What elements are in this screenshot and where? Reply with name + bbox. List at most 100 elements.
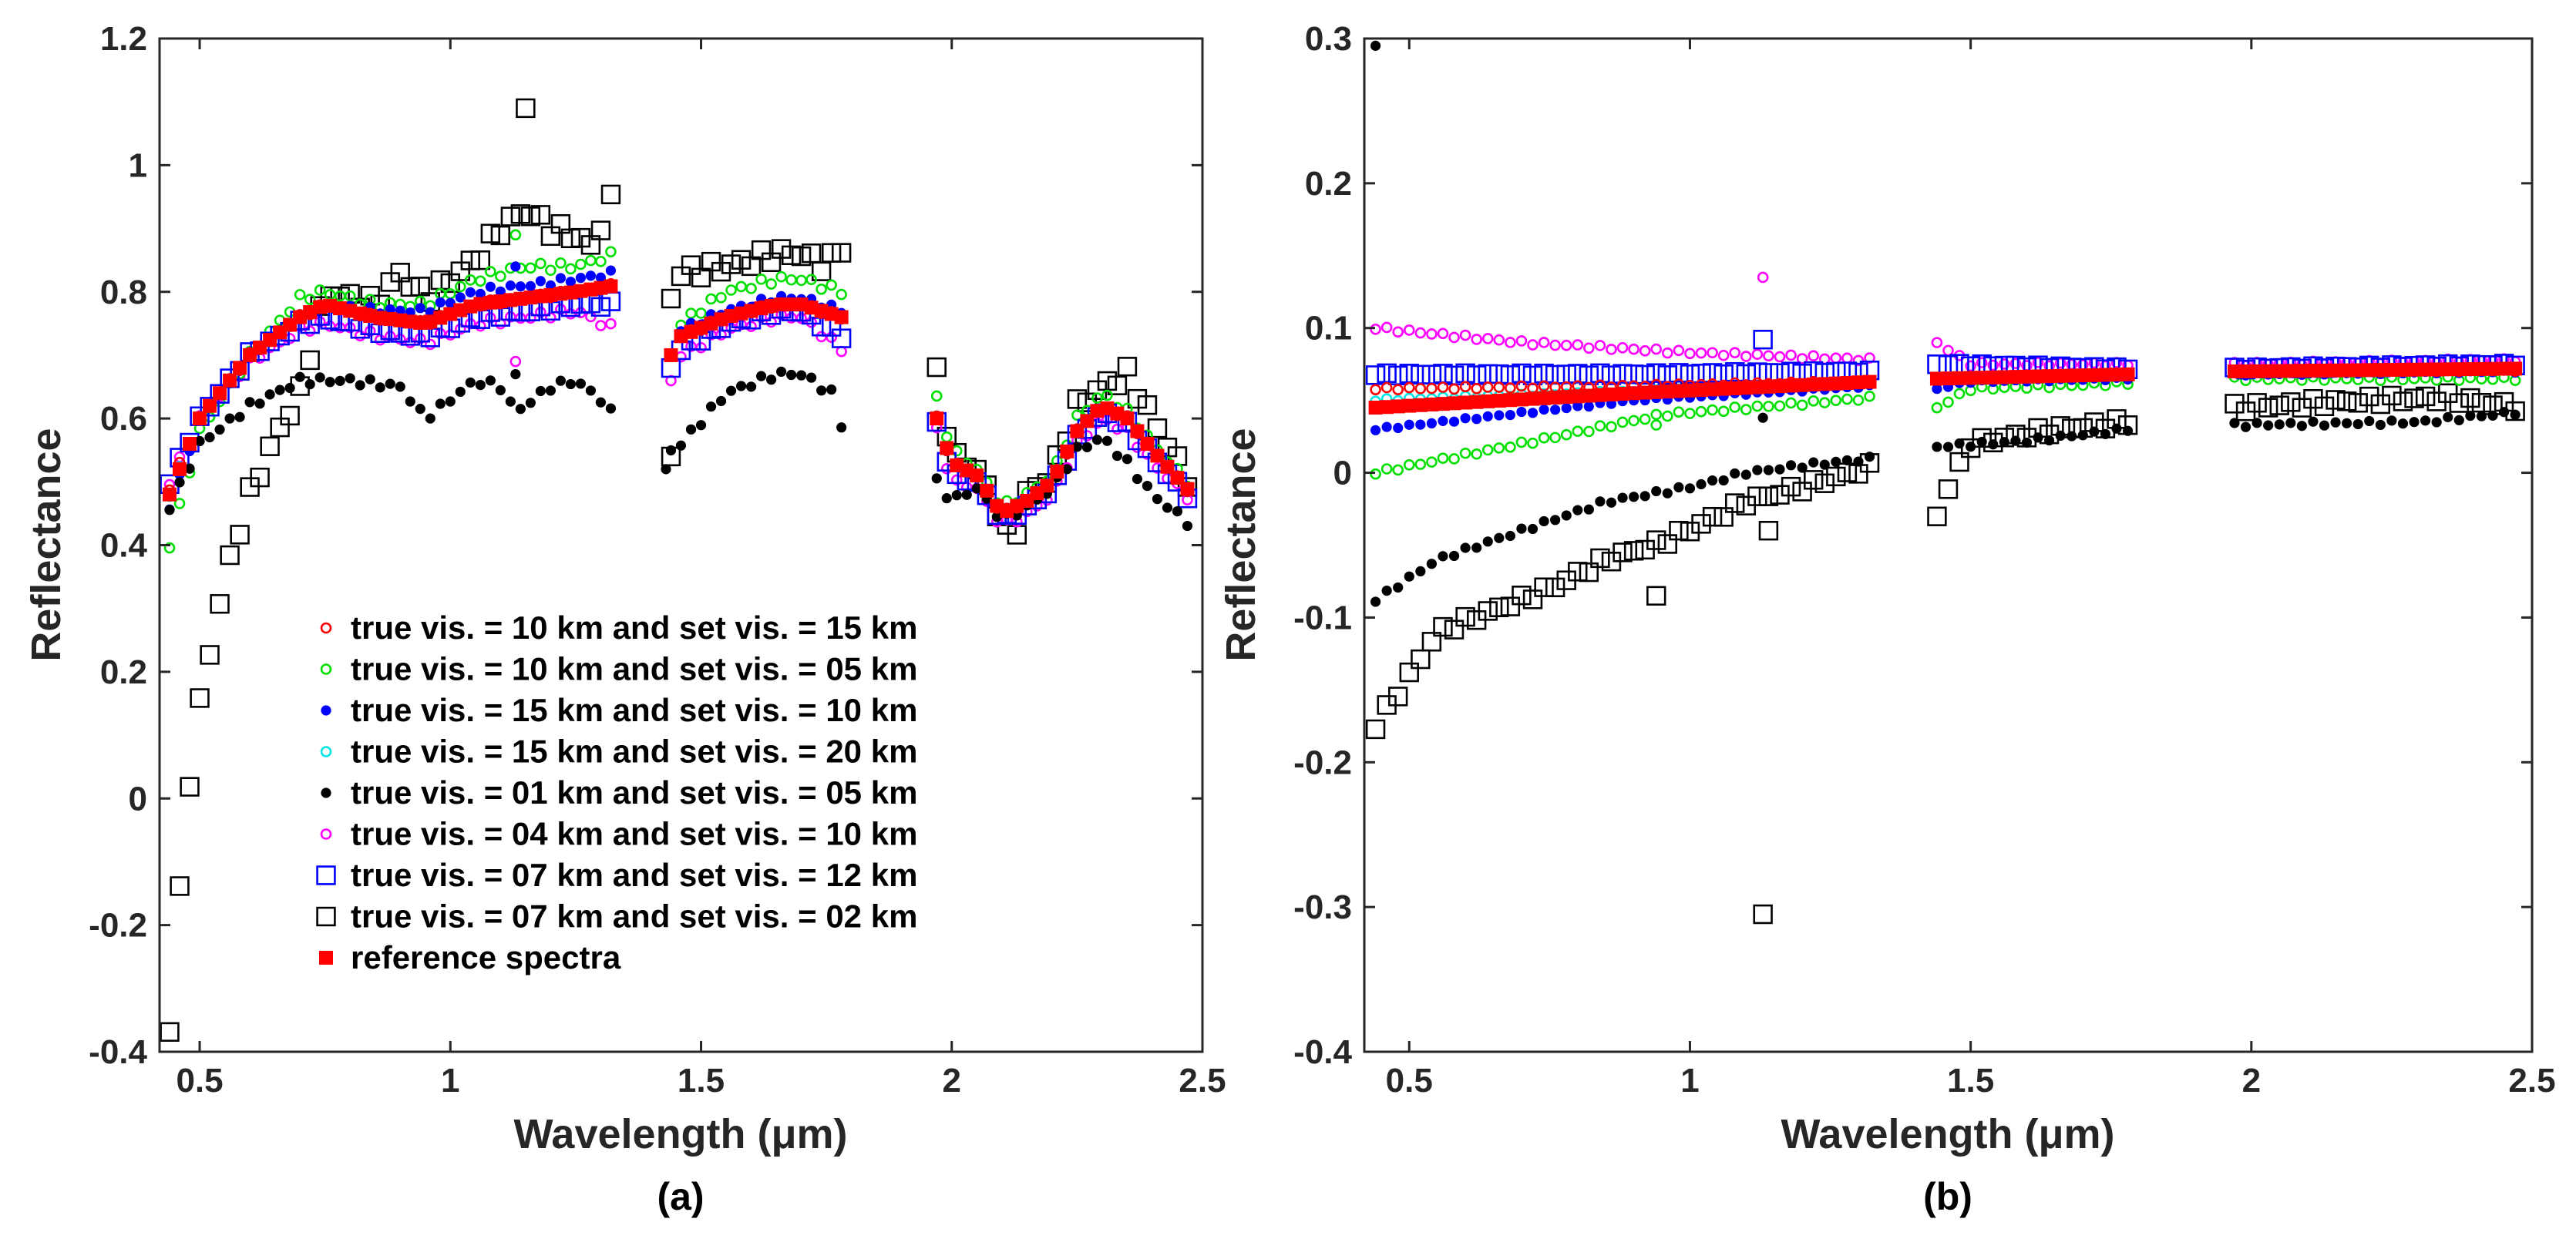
point-s2-b-10 — [1481, 444, 1494, 456]
point-s8-a-47 — [681, 255, 701, 275]
point-s5-a-29 — [455, 386, 466, 398]
y-axis-title-b: Reflectance — [1218, 428, 1264, 661]
point-s8-a-41 — [570, 227, 591, 248]
point-s6-a-59 — [805, 316, 817, 328]
series-s5-b — [1370, 407, 2521, 607]
point-s6-b-9 — [1471, 334, 1482, 345]
point-s5-a-16 — [325, 377, 335, 388]
point-s8-b-38 — [1792, 482, 1812, 502]
ticks-b: 0.5 1 1.5 2 2.5 -0.4 -0.3 -0.2 -0.1 0 0.1 0.2 0.3 — [1293, 20, 2555, 1100]
point-s3-b-17 — [1561, 402, 1572, 414]
point-s6-b-14 — [1527, 339, 1539, 351]
point-ref-b-55 — [2042, 369, 2056, 384]
point-s6-b-7 — [1448, 331, 1460, 344]
point-s6-b-23 — [1628, 343, 1639, 355]
point-s8-a-35 — [510, 204, 531, 224]
point-s5-b-83 — [2453, 415, 2464, 425]
point-ref-b-30 — [1705, 382, 1720, 397]
point-ref-b-0 — [1368, 401, 1383, 415]
point-s5-b-48 — [1966, 442, 1976, 452]
point-s7-b-22 — [1613, 364, 1633, 384]
point-s6-b-49 — [1976, 357, 1988, 368]
plot-area-a — [160, 39, 1202, 1052]
point-ref-b-40 — [1818, 377, 1832, 391]
point-s8-a-54 — [751, 240, 772, 260]
point-s5-a-17 — [335, 375, 345, 386]
point-s8-a-85 — [1147, 418, 1168, 438]
point-s5-b-2 — [1393, 582, 1404, 593]
point-s5-a-5 — [214, 424, 225, 435]
point-s5-b-67 — [2274, 419, 2285, 430]
point-s7-b-19 — [1579, 365, 1599, 385]
point-s5-a-15 — [314, 372, 325, 383]
point-s5-b-82 — [2443, 411, 2453, 422]
point-s5-a-67 — [971, 483, 982, 494]
point-s6-b-12 — [1505, 337, 1516, 348]
point-s5-a-7 — [234, 411, 245, 422]
point-ref-b-63 — [2227, 364, 2241, 379]
outlier-a-6 — [661, 464, 671, 475]
outlier-b-2 — [1646, 586, 1666, 606]
point-s2-b-42 — [1841, 393, 1853, 405]
point-s2-a-37 — [535, 257, 546, 270]
point-s8-a-50 — [711, 261, 731, 282]
legend-label-s4: true vis. = 15 km and set vis. = 20 km — [351, 734, 917, 770]
point-s8-b-32 — [1725, 493, 1745, 513]
point-s2-b-5 — [1426, 456, 1438, 468]
point-s5-a-14 — [304, 379, 315, 390]
point-ref-b-79 — [2407, 362, 2422, 377]
point-s5-a-11 — [274, 384, 285, 395]
point-s3-a-34 — [505, 280, 516, 291]
point-ref-b-50 — [1986, 370, 2000, 384]
point-s2-a-62 — [836, 288, 847, 301]
point-s5-a-21 — [375, 382, 385, 393]
outlier-b-1 — [1753, 904, 1773, 925]
y-tick-label-b-3: -0.1 — [1293, 599, 1352, 636]
point-s8-a-82 — [1117, 357, 1138, 377]
point-s6-b-25 — [1650, 343, 1663, 355]
point-s7-b-21 — [1601, 365, 1622, 385]
point-ref-b-20 — [1592, 388, 1607, 402]
point-s5-b-38 — [1797, 462, 1808, 473]
point-s8-b-13 — [1512, 586, 1532, 606]
point-s5-b-5 — [1426, 559, 1438, 569]
point-s5-b-34 — [1752, 465, 1763, 475]
point-s8-b-72 — [2325, 390, 2346, 410]
point-s6-b-30 — [1707, 347, 1718, 359]
point-s8-b-28 — [1680, 522, 1700, 542]
point-ref-b-3 — [1402, 398, 1417, 413]
point-ref-b-66 — [2261, 364, 2275, 378]
point-s5-a-37 — [535, 385, 546, 397]
point-s5-a-32 — [485, 375, 496, 386]
point-s2-a-38 — [545, 264, 557, 277]
point-s8-b-7 — [1444, 620, 1465, 640]
point-s2-a-18 — [344, 290, 356, 302]
point-ref-b-21 — [1604, 387, 1619, 401]
point-s1-b-2 — [1392, 384, 1404, 396]
outlier-a-1 — [509, 229, 522, 241]
point-s8-a-33 — [490, 225, 511, 246]
point-ref-a-85 — [1150, 448, 1165, 463]
legend-label-s3: true vis. = 15 km and set vis. = 10 km — [351, 692, 917, 728]
point-ref-b-74 — [2351, 363, 2366, 378]
point-s2-a-29 — [454, 280, 466, 293]
point-s7-a-4 — [200, 397, 220, 417]
point-s5-a-6 — [224, 413, 235, 424]
point-s5-a-2 — [184, 463, 195, 474]
point-s6-b-13 — [1515, 335, 1528, 347]
point-s3-a-32 — [485, 281, 496, 292]
point-ref-a-1 — [173, 462, 187, 476]
point-s2-b-18 — [1572, 425, 1584, 437]
point-ref-b-48 — [1963, 371, 1978, 385]
point-s8-a-58 — [791, 246, 812, 267]
outlier-b-0 — [1370, 40, 1381, 51]
point-ref-b-52 — [2008, 370, 2023, 384]
point-s8-b-11 — [1489, 597, 1509, 617]
point-s3-a-36 — [525, 280, 536, 291]
point-ref-b-73 — [2339, 363, 2354, 378]
point-s8-b-30 — [1702, 507, 1723, 527]
point-s2-b-25 — [1650, 408, 1663, 421]
point-s5-b-86 — [2487, 410, 2498, 421]
point-ref-a-62 — [834, 310, 849, 324]
point-ref-a-74 — [1040, 478, 1054, 493]
